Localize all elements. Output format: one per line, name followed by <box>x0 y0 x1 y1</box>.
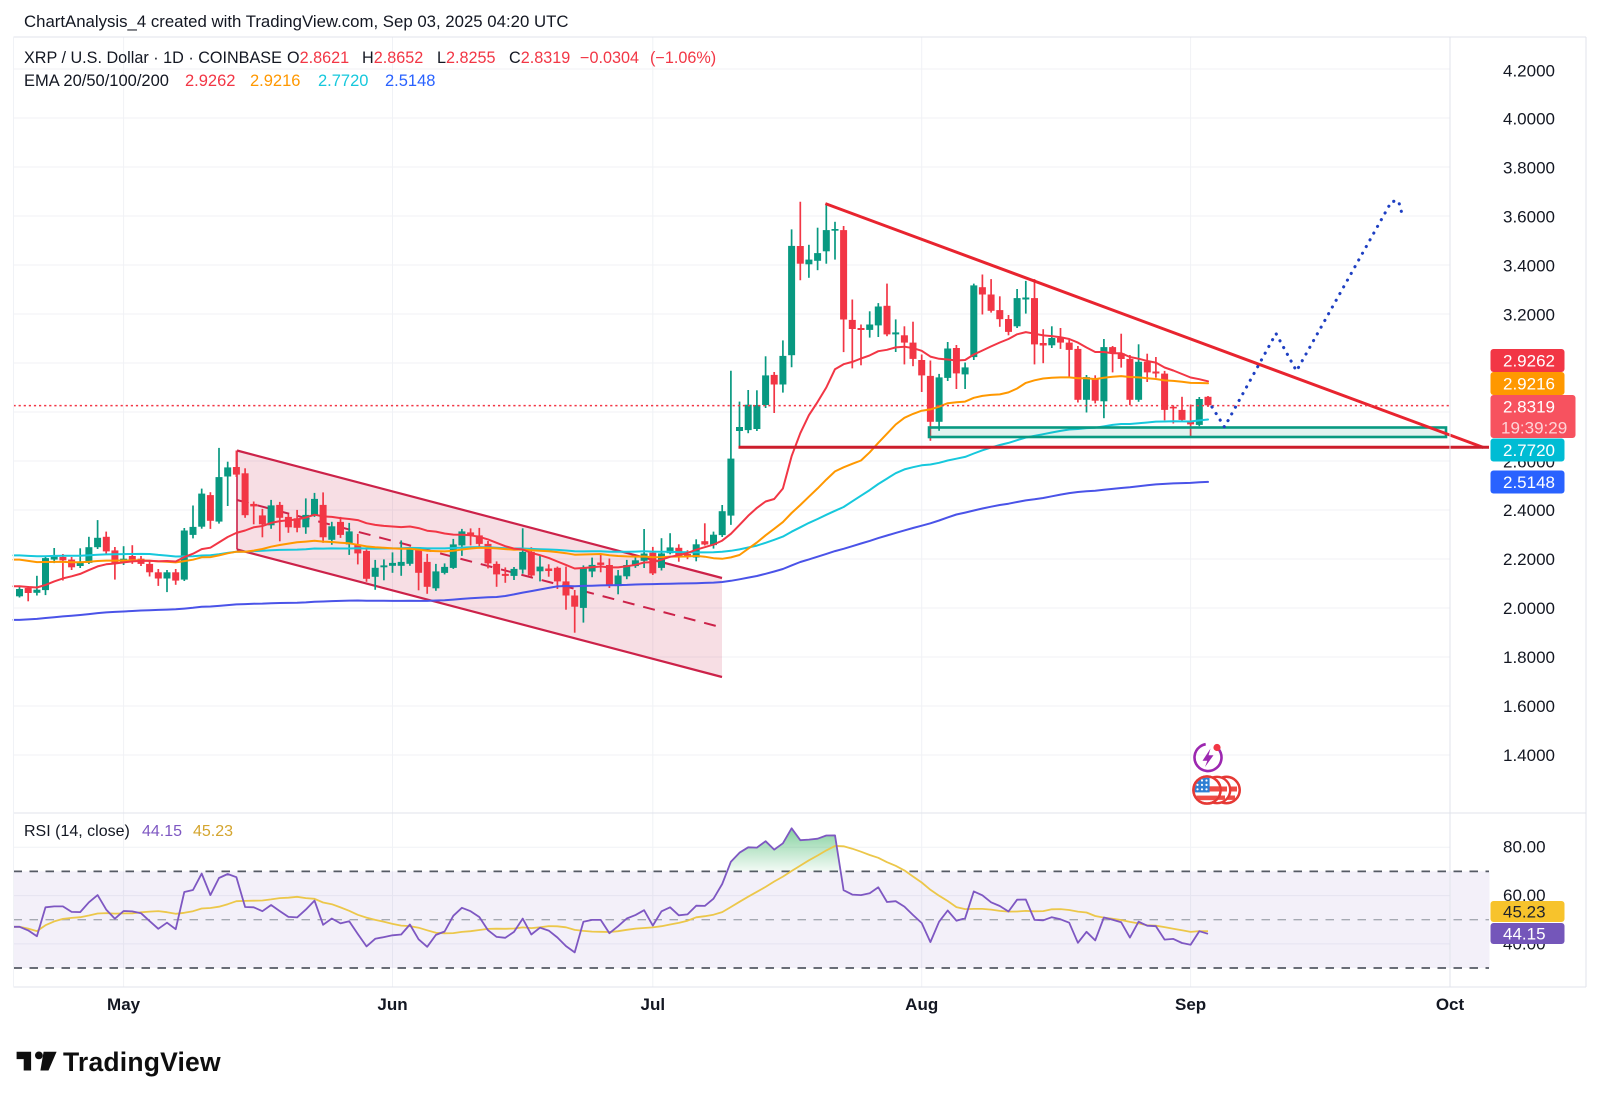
svg-text:Sep: Sep <box>1175 995 1206 1014</box>
svg-text:Oct: Oct <box>1436 995 1465 1014</box>
svg-text:2.9262: 2.9262 <box>1503 352 1555 371</box>
svg-text:May: May <box>107 995 141 1014</box>
svg-text:3.6000: 3.6000 <box>1503 208 1555 227</box>
svg-text:2.9216: 2.9216 <box>1503 375 1555 394</box>
svg-text:2.0000: 2.0000 <box>1503 599 1555 618</box>
svg-text:Jun: Jun <box>377 995 407 1014</box>
svg-text:2.4000: 2.4000 <box>1503 501 1555 520</box>
svg-text:1.8000: 1.8000 <box>1503 648 1555 667</box>
svg-text:3.2000: 3.2000 <box>1503 306 1555 325</box>
svg-text:2.7720: 2.7720 <box>1503 441 1555 460</box>
svg-text:45.23: 45.23 <box>1503 903 1546 922</box>
svg-text:ChartAnalysis_4 created with T: ChartAnalysis_4 created with TradingView… <box>24 12 568 31</box>
svg-text:80.00: 80.00 <box>1503 838 1546 857</box>
svg-text:44.15: 44.15 <box>1503 925 1546 944</box>
svg-text:2.2000: 2.2000 <box>1503 550 1555 569</box>
svg-text:Aug: Aug <box>905 995 938 1014</box>
svg-text:TradingView: TradingView <box>63 1047 221 1077</box>
svg-text:XRP / U.S. Dollar · 1D · COINB: XRP / U.S. Dollar · 1D · COINBASE O2.8621… <box>24 49 716 67</box>
svg-text:3.8000: 3.8000 <box>1503 159 1555 178</box>
svg-text:19:39:29: 19:39:29 <box>1501 419 1567 438</box>
svg-text:4.2000: 4.2000 <box>1503 62 1555 81</box>
svg-text:2.8319: 2.8319 <box>1503 398 1555 417</box>
svg-text:2.5148: 2.5148 <box>1503 473 1555 492</box>
svg-text:3.4000: 3.4000 <box>1503 257 1555 276</box>
svg-text:4.0000: 4.0000 <box>1503 110 1555 129</box>
svg-text:1.6000: 1.6000 <box>1503 697 1555 716</box>
svg-text:60.00: 60.00 <box>1503 886 1546 905</box>
svg-text:1.4000: 1.4000 <box>1503 746 1555 765</box>
svg-text:Jul: Jul <box>641 995 666 1014</box>
